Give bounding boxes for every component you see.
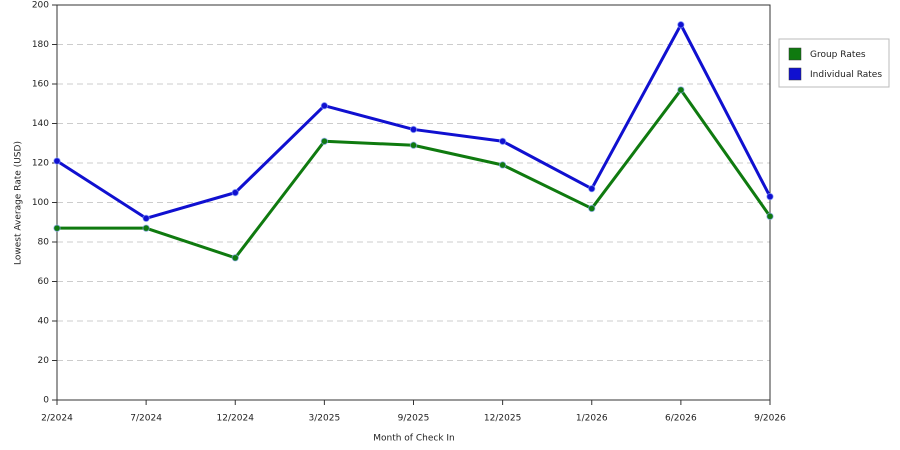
y-tick-label: 140	[32, 119, 49, 129]
x-tick-label: 6/2026	[665, 414, 697, 424]
point	[766, 212, 774, 221]
point	[142, 214, 150, 223]
legend-label: Individual Rates	[810, 70, 882, 80]
legend-swatch	[788, 67, 802, 81]
x-tick-label: 7/2024	[130, 414, 162, 424]
y-tick-label: 20	[38, 356, 50, 366]
x-tick-label: 9/2026	[754, 414, 786, 424]
point	[677, 86, 685, 94]
x-tick-label: 1/2026	[576, 414, 608, 424]
point	[677, 21, 685, 29]
y-tick-label: 40	[38, 317, 50, 327]
plot-frame	[56, 4, 771, 401]
legend-swatch	[788, 47, 802, 61]
x-tick-label: 2/2024	[41, 414, 73, 424]
point	[409, 125, 418, 134]
legend-label: Group Rates	[810, 50, 866, 60]
point	[142, 224, 150, 232]
x-tick-label: 12/2025	[484, 414, 521, 424]
y-tick-label: 200	[32, 1, 49, 11]
series-line	[57, 88, 772, 260]
point	[53, 157, 61, 165]
y-tick-label: 160	[32, 80, 49, 90]
y-axis-label: Lowest Average Rate (USD)	[14, 141, 24, 265]
point	[498, 137, 507, 145]
x-tick-label: 9/2025	[398, 414, 430, 424]
point	[588, 184, 596, 193]
point	[53, 224, 61, 232]
point	[588, 204, 596, 213]
y-tick-label: 100	[32, 198, 49, 208]
y-tick-label: 120	[32, 159, 49, 169]
y-tick-label: 0	[43, 396, 49, 406]
y-tick-label: 60	[38, 277, 50, 287]
y-tick-label: 180	[32, 40, 49, 50]
point	[766, 192, 774, 201]
point	[409, 141, 418, 149]
y-tick-label: 80	[38, 238, 50, 248]
point	[231, 254, 239, 262]
point	[231, 188, 239, 197]
point	[498, 161, 507, 169]
point	[320, 137, 329, 145]
x-tick-label: 3/2025	[309, 414, 341, 424]
x-tick-label: 12/2024	[217, 414, 255, 424]
x-axis-label: Month of Check In	[373, 434, 455, 444]
series-line	[56, 23, 772, 220]
point	[320, 102, 329, 110]
